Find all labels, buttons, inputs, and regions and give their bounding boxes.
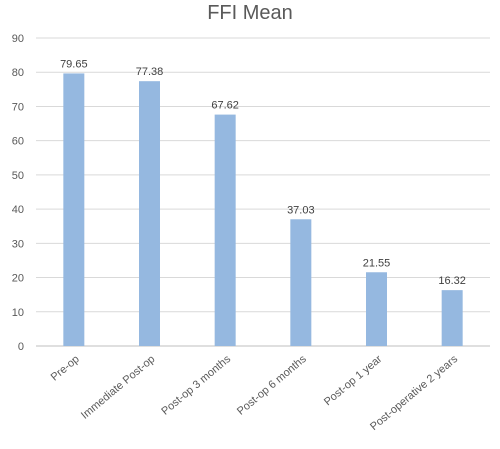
x-tick-label: Post-op 6 months (235, 353, 309, 418)
x-tick-label: Post-op 1 year (322, 353, 385, 408)
y-tick-label: 10 (12, 307, 24, 319)
y-tick-label: 50 (12, 170, 24, 182)
bar (139, 81, 160, 346)
data-label: 67.62 (211, 100, 239, 112)
x-tick-label: Immediate Post-op (79, 353, 157, 422)
data-label: 16.32 (438, 275, 466, 287)
y-tick-label: 20 (12, 273, 24, 285)
y-tick-label: 70 (12, 101, 24, 113)
y-tick-label: 80 (12, 67, 24, 79)
bar (441, 290, 463, 346)
y-tick-label: 30 (12, 238, 24, 250)
y-tick-label: 40 (12, 204, 24, 216)
x-tick-label: Post-op 3 months (159, 353, 233, 418)
bar (366, 272, 387, 346)
y-tick-label: 60 (12, 136, 24, 148)
data-label: 77.38 (136, 66, 164, 78)
data-label: 79.65 (60, 58, 88, 70)
x-tick-label: Post-operative 2 years (368, 353, 460, 433)
y-tick-label: 0 (18, 341, 24, 353)
bar (290, 219, 312, 346)
data-label: 21.55 (363, 257, 391, 269)
data-label: 37.03 (287, 204, 315, 216)
x-tick-label: Pre-op (49, 353, 82, 383)
y-tick-label: 90 (12, 33, 24, 45)
bar (63, 73, 85, 347)
chart-title: FFI Mean (207, 2, 293, 24)
bar (214, 114, 236, 347)
